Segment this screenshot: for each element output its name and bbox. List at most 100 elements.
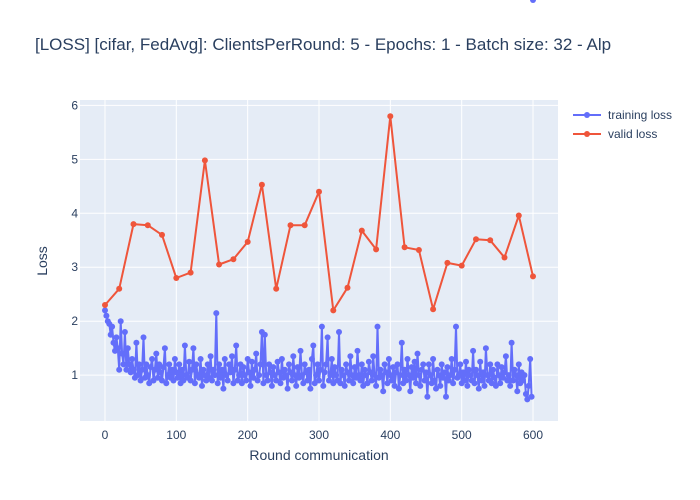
training-loss-point	[484, 372, 491, 379]
x-tick-label: 500	[452, 428, 472, 442]
training-loss-point	[336, 329, 342, 335]
valid-loss-point	[187, 269, 194, 276]
training-loss-point	[331, 364, 338, 371]
training-loss-point	[256, 372, 263, 379]
training-loss-point	[114, 345, 121, 352]
training-loss-point	[378, 372, 385, 379]
training-loss-point	[514, 388, 521, 395]
training-loss-point	[267, 369, 274, 376]
training-loss-point	[210, 366, 217, 373]
training-loss-point	[464, 382, 471, 389]
training-loss-point	[405, 372, 412, 379]
training-loss-point	[159, 377, 165, 384]
valid-loss-point	[358, 227, 365, 234]
training-loss-point	[304, 377, 311, 384]
training-loss-point	[113, 334, 120, 341]
y-tick-label: 2	[71, 314, 78, 328]
training-loss-point	[502, 353, 509, 360]
training-loss-point	[294, 364, 301, 371]
training-loss-point	[174, 374, 181, 381]
training-loss-point	[103, 312, 110, 319]
training-loss-point	[445, 377, 452, 384]
training-loss-point	[156, 361, 163, 368]
training-loss-point	[504, 377, 511, 384]
training-loss-point	[358, 361, 365, 368]
training-loss-point	[181, 342, 188, 349]
x-tick-label: 100	[166, 428, 186, 442]
training-loss-point	[457, 361, 464, 368]
training-loss-point	[230, 380, 237, 387]
training-loss-point	[481, 382, 488, 389]
valid-loss-point	[301, 222, 308, 229]
training-loss-point	[193, 361, 200, 368]
training-loss-point	[430, 356, 437, 362]
training-loss-point	[247, 382, 254, 389]
training-loss-point	[221, 356, 228, 362]
training-loss-point	[350, 380, 357, 387]
training-loss-point	[179, 366, 185, 373]
legend-label: training loss	[608, 108, 672, 122]
training-loss-point	[153, 350, 160, 357]
training-loss-point	[507, 382, 514, 389]
training-loss-point	[447, 372, 454, 379]
training-loss-point	[420, 361, 427, 368]
training-loss-point	[190, 345, 197, 352]
training-loss-point	[471, 380, 478, 387]
valid-loss-point	[173, 275, 180, 281]
valid-loss-point	[102, 302, 108, 308]
training-loss-point	[357, 377, 364, 384]
training-loss-point	[318, 323, 325, 330]
training-loss-point	[107, 331, 114, 338]
training-loss-point	[257, 361, 264, 368]
valid-loss-point	[130, 221, 137, 228]
valid-loss-point	[144, 222, 151, 229]
valid-loss-point	[487, 237, 494, 244]
training-loss-point	[470, 347, 477, 354]
y-tick-label: 6	[71, 98, 78, 112]
x-tick-label: 300	[309, 428, 329, 442]
valid-loss-point	[287, 222, 294, 229]
training-loss-point	[326, 377, 332, 384]
training-loss-point	[110, 339, 117, 346]
training-loss-point	[491, 374, 498, 381]
training-loss-point	[510, 377, 517, 384]
legend-swatch-marker	[584, 131, 590, 137]
training-loss-point	[337, 380, 344, 387]
training-loss-point	[415, 372, 422, 379]
training-loss-point	[460, 369, 467, 376]
training-loss-point	[281, 366, 288, 373]
training-loss-point	[474, 372, 481, 379]
training-loss-point	[404, 356, 411, 362]
training-loss-point	[384, 380, 391, 387]
training-loss-point	[475, 385, 482, 392]
training-loss-point	[226, 361, 233, 368]
training-loss-point	[276, 369, 282, 376]
training-loss-point	[137, 377, 144, 384]
training-loss-point	[480, 369, 487, 376]
training-loss-point	[147, 364, 154, 371]
training-loss-point	[411, 358, 418, 365]
training-loss-point	[418, 366, 425, 373]
training-loss-point	[133, 339, 140, 346]
training-loss-point	[381, 361, 388, 368]
training-loss-point	[527, 356, 534, 362]
training-loss-point	[495, 372, 502, 379]
y-tick-label: 4	[71, 206, 78, 220]
training-loss-point	[463, 358, 469, 365]
valid-loss-point	[116, 285, 123, 292]
y-tick-label: 5	[71, 152, 78, 166]
legend-item-training-loss[interactable]: training loss	[573, 108, 672, 122]
training-loss-point	[274, 358, 281, 365]
training-loss-point	[199, 382, 205, 389]
training-loss-point	[528, 393, 535, 400]
training-loss-point	[408, 364, 415, 371]
training-loss-point	[327, 372, 334, 379]
training-loss-point	[306, 366, 312, 373]
valid-loss-point	[444, 259, 451, 266]
valid-loss-point	[344, 284, 351, 291]
legend-item-valid-loss[interactable]: valid loss	[573, 127, 657, 141]
training-loss-point	[124, 345, 131, 352]
chart-title: [LOSS] [cifar, FedAvg]: ClientsPerRound:…	[35, 35, 611, 54]
